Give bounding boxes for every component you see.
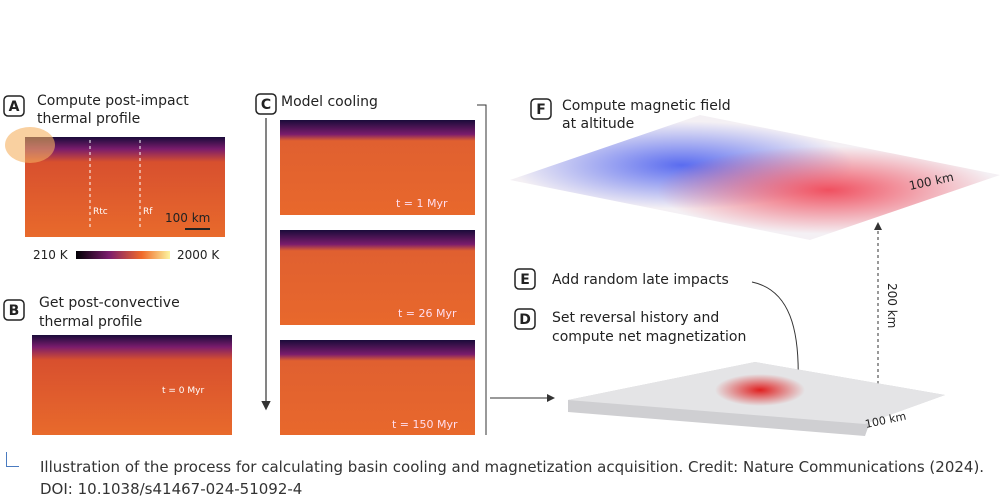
thermal-image xyxy=(32,335,232,435)
label: Rtc xyxy=(93,207,108,217)
thermal-image xyxy=(25,137,225,237)
time-label: t = 150 Myr xyxy=(392,418,458,431)
letter-box xyxy=(255,93,277,115)
letter-box xyxy=(3,95,25,117)
time-label: t = 26 Myr xyxy=(398,307,457,320)
panel-title: thermal profile xyxy=(37,111,140,127)
cooling-image xyxy=(280,120,475,215)
panel-title: Compute post-impact xyxy=(37,93,189,109)
panel-title: compute net magnetization xyxy=(552,329,746,345)
bracket xyxy=(477,104,487,435)
panel-title: Get post-convective xyxy=(39,295,180,311)
arrow xyxy=(751,281,803,387)
caption-icon xyxy=(6,452,19,467)
time-label: t = 0 Myr xyxy=(162,386,204,396)
scale-label: 100 km xyxy=(165,211,210,225)
panel-letter: F xyxy=(536,102,546,118)
panel-title: thermal profile xyxy=(39,314,142,330)
label: Rf xyxy=(143,207,153,217)
cooling-image xyxy=(280,340,475,435)
panel-letter: B xyxy=(9,303,20,319)
panel-title: Set reversal history and xyxy=(552,310,719,326)
letter-box xyxy=(514,268,536,290)
colorbar xyxy=(76,251,170,259)
crater xyxy=(715,374,805,406)
figure: A Compute post-impact thermal profile Rt… xyxy=(3,93,1000,436)
panel-title: Add random late impacts xyxy=(552,272,729,288)
panel-letter: D xyxy=(519,312,531,328)
altitude-label: 200 km xyxy=(885,283,899,328)
time-label: t = 1 Myr xyxy=(396,197,448,210)
hot-spot xyxy=(5,127,55,163)
caption: Illustration of the process for calculat… xyxy=(40,458,985,498)
letter-box xyxy=(530,98,552,120)
panel-letter: E xyxy=(520,272,530,288)
panel-title: at altitude xyxy=(562,116,634,132)
panel-title: Model cooling xyxy=(281,94,378,110)
cooling-image xyxy=(280,230,475,325)
field-positive xyxy=(510,115,1000,240)
letter-box xyxy=(514,308,536,330)
panel-letter: C xyxy=(261,97,271,113)
panel-letter: A xyxy=(9,99,20,115)
panel-title: Compute magnetic field xyxy=(562,98,731,114)
letter-box xyxy=(3,299,25,321)
colorbar-label: 2000 K xyxy=(177,248,220,262)
colorbar-label: 210 K xyxy=(33,248,69,262)
